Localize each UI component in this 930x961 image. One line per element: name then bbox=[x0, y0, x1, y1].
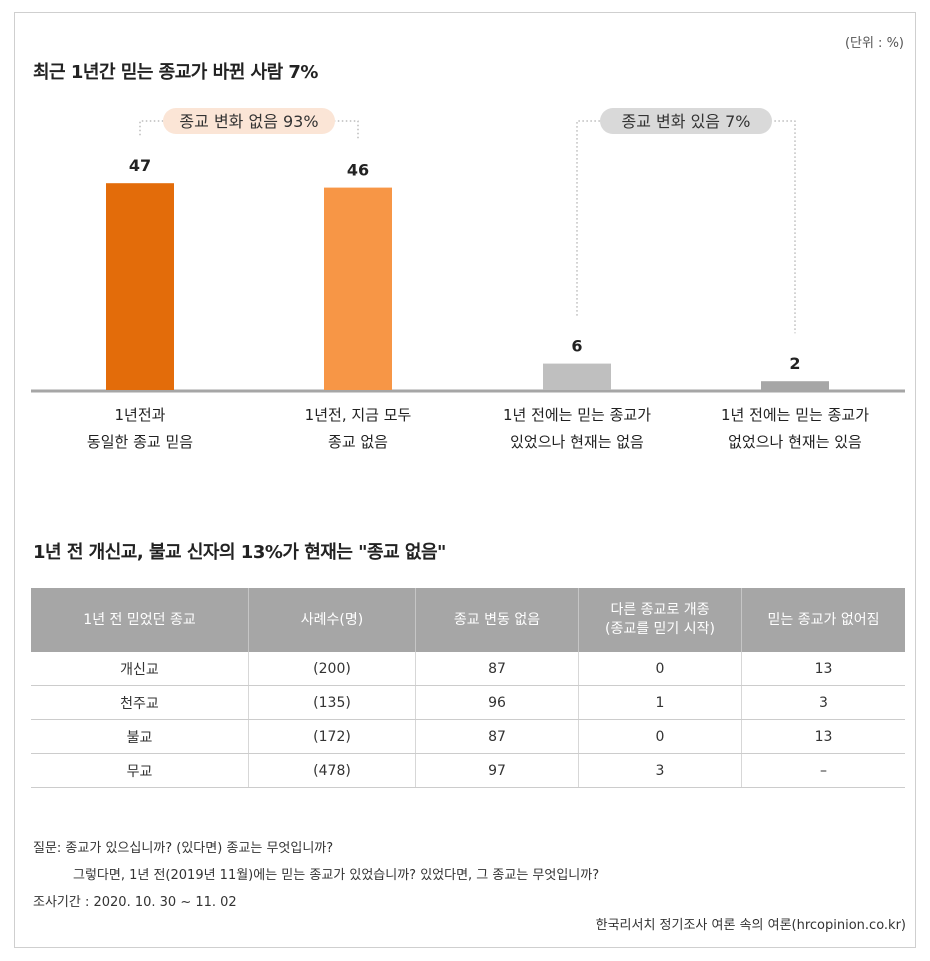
cell-no-change: 87 bbox=[415, 719, 579, 754]
cell-lost: – bbox=[741, 753, 905, 788]
cell-sample: (200) bbox=[248, 652, 416, 686]
question-line-1: 질문: 종교가 있으십니까? (있다면) 종교는 무엇입니까? bbox=[33, 841, 334, 856]
cell-religion: 불교 bbox=[31, 719, 249, 754]
cell-converted: 3 bbox=[578, 753, 742, 788]
category-label: 1년 전에는 믿는 종교가 bbox=[721, 406, 869, 424]
bar-value-label: 46 bbox=[347, 161, 369, 180]
bar bbox=[106, 183, 174, 390]
group-label: 종교 변화 있음 7% bbox=[622, 112, 751, 131]
chart-title: 최근 1년간 믿는 종교가 바뀐 사람 7% bbox=[33, 62, 318, 83]
bar-value-label: 6 bbox=[571, 337, 582, 356]
group-pill bbox=[600, 108, 772, 134]
question-line-2: 그렇다면, 1년 전(2019년 11월)에는 믿는 종교가 있었습니까? 있었… bbox=[73, 868, 600, 883]
cell-converted: 0 bbox=[578, 652, 742, 686]
group-bracket bbox=[139, 120, 359, 140]
cell-religion: 천주교 bbox=[31, 685, 249, 720]
header-lost-religion: 믿는 종교가 없어짐 bbox=[741, 588, 905, 652]
table-row: 무교 (478) 97 3 – bbox=[31, 753, 905, 788]
bar bbox=[324, 187, 392, 390]
category-label: 동일한 종교 믿음 bbox=[87, 433, 193, 451]
cell-no-change: 87 bbox=[415, 652, 579, 686]
table-row: 개신교 (200) 87 0 13 bbox=[31, 652, 905, 686]
category-label: 1년 전에는 믿는 종교가 bbox=[503, 406, 651, 424]
religion-change-table: 1년 전 믿었던 종교 사례수(명) 종교 변동 없음 다른 종교로 개종 (종교… bbox=[31, 588, 905, 788]
header-sample-size: 사례수(명) bbox=[248, 588, 416, 652]
table-header-row: 1년 전 믿었던 종교 사례수(명) 종교 변동 없음 다른 종교로 개종 (종교… bbox=[31, 588, 905, 652]
group-label: 종교 변화 없음 93% bbox=[179, 112, 318, 131]
figure-frame bbox=[14, 12, 916, 948]
cell-sample: (478) bbox=[248, 753, 416, 788]
survey-period: 조사기간 : 2020. 10. 30 ~ 11. 02 bbox=[33, 895, 237, 910]
unit-label: (단위 : %) bbox=[844, 36, 904, 51]
header-converted: 다른 종교로 개종 (종교를 믿기 시작) bbox=[578, 588, 742, 652]
cell-sample: (135) bbox=[248, 685, 416, 720]
table-row: 불교 (172) 87 0 13 bbox=[31, 719, 905, 754]
bar bbox=[761, 381, 829, 390]
cell-no-change: 97 bbox=[415, 753, 579, 788]
cell-religion: 무교 bbox=[31, 753, 249, 788]
cell-converted: 1 bbox=[578, 685, 742, 720]
cell-sample: (172) bbox=[248, 719, 416, 754]
cell-lost: 3 bbox=[741, 685, 905, 720]
cell-lost: 13 bbox=[741, 719, 905, 754]
cell-no-change: 96 bbox=[415, 685, 579, 720]
header-no-change: 종교 변동 없음 bbox=[415, 588, 579, 652]
table-row: 천주교 (135) 96 1 3 bbox=[31, 685, 905, 720]
category-label: 종교 없음 bbox=[328, 433, 388, 451]
cell-lost: 13 bbox=[741, 652, 905, 686]
bar-value-label: 47 bbox=[129, 156, 151, 175]
table-title: 1년 전 개신교, 불교 신자의 13%가 현재는 "종교 없음" bbox=[33, 542, 446, 563]
category-label: 1년전과 bbox=[115, 406, 166, 424]
bar bbox=[543, 363, 611, 390]
category-label: 있었으나 현재는 없음 bbox=[510, 433, 644, 451]
category-label: 1년전, 지금 모두 bbox=[305, 406, 412, 424]
bar-value-label: 2 bbox=[789, 354, 800, 373]
category-label: 없었으나 현재는 있음 bbox=[728, 433, 862, 451]
notes: 질문: 종교가 있으십니까? (있다면) 종교는 무엇입니까? 그렇다면, 1년… bbox=[33, 835, 599, 916]
header-prev-religion: 1년 전 믿었던 종교 bbox=[31, 588, 249, 652]
group-pill bbox=[163, 108, 335, 134]
group-bracket bbox=[576, 120, 796, 334]
source-credit: 한국리서치 정기조사 여론 속의 여론(hrcopinion.co.kr) bbox=[595, 918, 906, 933]
cell-religion: 개신교 bbox=[31, 652, 249, 686]
cell-converted: 0 bbox=[578, 719, 742, 754]
